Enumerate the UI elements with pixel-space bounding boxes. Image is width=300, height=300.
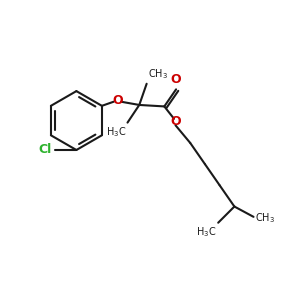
Text: CH$_3$: CH$_3$ bbox=[255, 212, 275, 225]
Text: H$_3$C: H$_3$C bbox=[106, 126, 126, 140]
Text: O: O bbox=[171, 73, 182, 86]
Text: CH$_3$: CH$_3$ bbox=[148, 67, 167, 81]
Text: Cl: Cl bbox=[38, 143, 51, 157]
Text: O: O bbox=[170, 115, 181, 128]
Text: H$_3$C: H$_3$C bbox=[196, 226, 217, 239]
Text: O: O bbox=[112, 94, 122, 107]
